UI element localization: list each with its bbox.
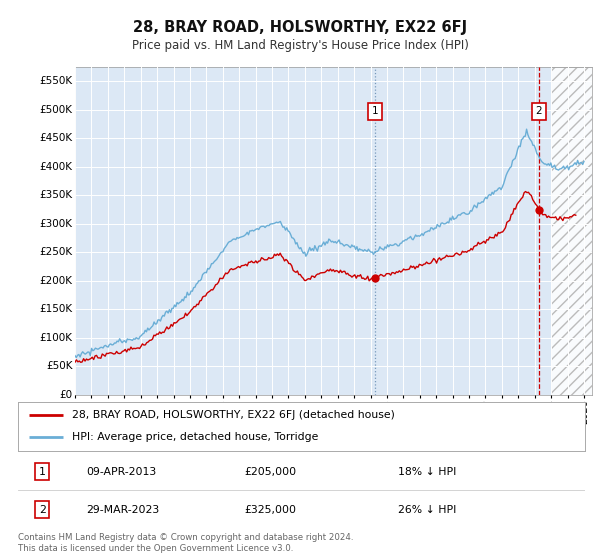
Text: 1: 1 — [39, 466, 46, 477]
Text: £325,000: £325,000 — [245, 505, 297, 515]
Text: 2: 2 — [535, 106, 542, 116]
Text: £300K: £300K — [40, 219, 73, 229]
Text: Contains HM Land Registry data © Crown copyright and database right 2024.
This d: Contains HM Land Registry data © Crown c… — [18, 533, 353, 553]
Text: £0: £0 — [59, 390, 73, 400]
Text: £350K: £350K — [39, 190, 73, 200]
Text: Price paid vs. HM Land Registry's House Price Index (HPI): Price paid vs. HM Land Registry's House … — [131, 39, 469, 52]
Text: £100K: £100K — [40, 333, 73, 343]
Text: 28, BRAY ROAD, HOLSWORTHY, EX22 6FJ: 28, BRAY ROAD, HOLSWORTHY, EX22 6FJ — [133, 20, 467, 35]
Text: £550K: £550K — [39, 77, 73, 86]
Text: £250K: £250K — [39, 248, 73, 258]
Text: £400K: £400K — [40, 162, 73, 172]
Text: 2: 2 — [39, 505, 46, 515]
Text: £500K: £500K — [40, 105, 73, 115]
Bar — [551, 67, 592, 395]
Text: 09-APR-2013: 09-APR-2013 — [86, 466, 156, 477]
Text: £50K: £50K — [46, 361, 73, 371]
Text: 28, BRAY ROAD, HOLSWORTHY, EX22 6FJ (detached house): 28, BRAY ROAD, HOLSWORTHY, EX22 6FJ (det… — [72, 410, 395, 421]
Text: 26% ↓ HPI: 26% ↓ HPI — [398, 505, 456, 515]
Text: £200K: £200K — [40, 276, 73, 286]
Bar — [551, 67, 592, 395]
Text: HPI: Average price, detached house, Torridge: HPI: Average price, detached house, Torr… — [72, 432, 318, 442]
Text: £150K: £150K — [39, 304, 73, 314]
Text: £450K: £450K — [39, 133, 73, 143]
Text: 18% ↓ HPI: 18% ↓ HPI — [398, 466, 456, 477]
Text: 29-MAR-2023: 29-MAR-2023 — [86, 505, 159, 515]
Text: 1: 1 — [371, 106, 378, 116]
Text: £205,000: £205,000 — [245, 466, 297, 477]
